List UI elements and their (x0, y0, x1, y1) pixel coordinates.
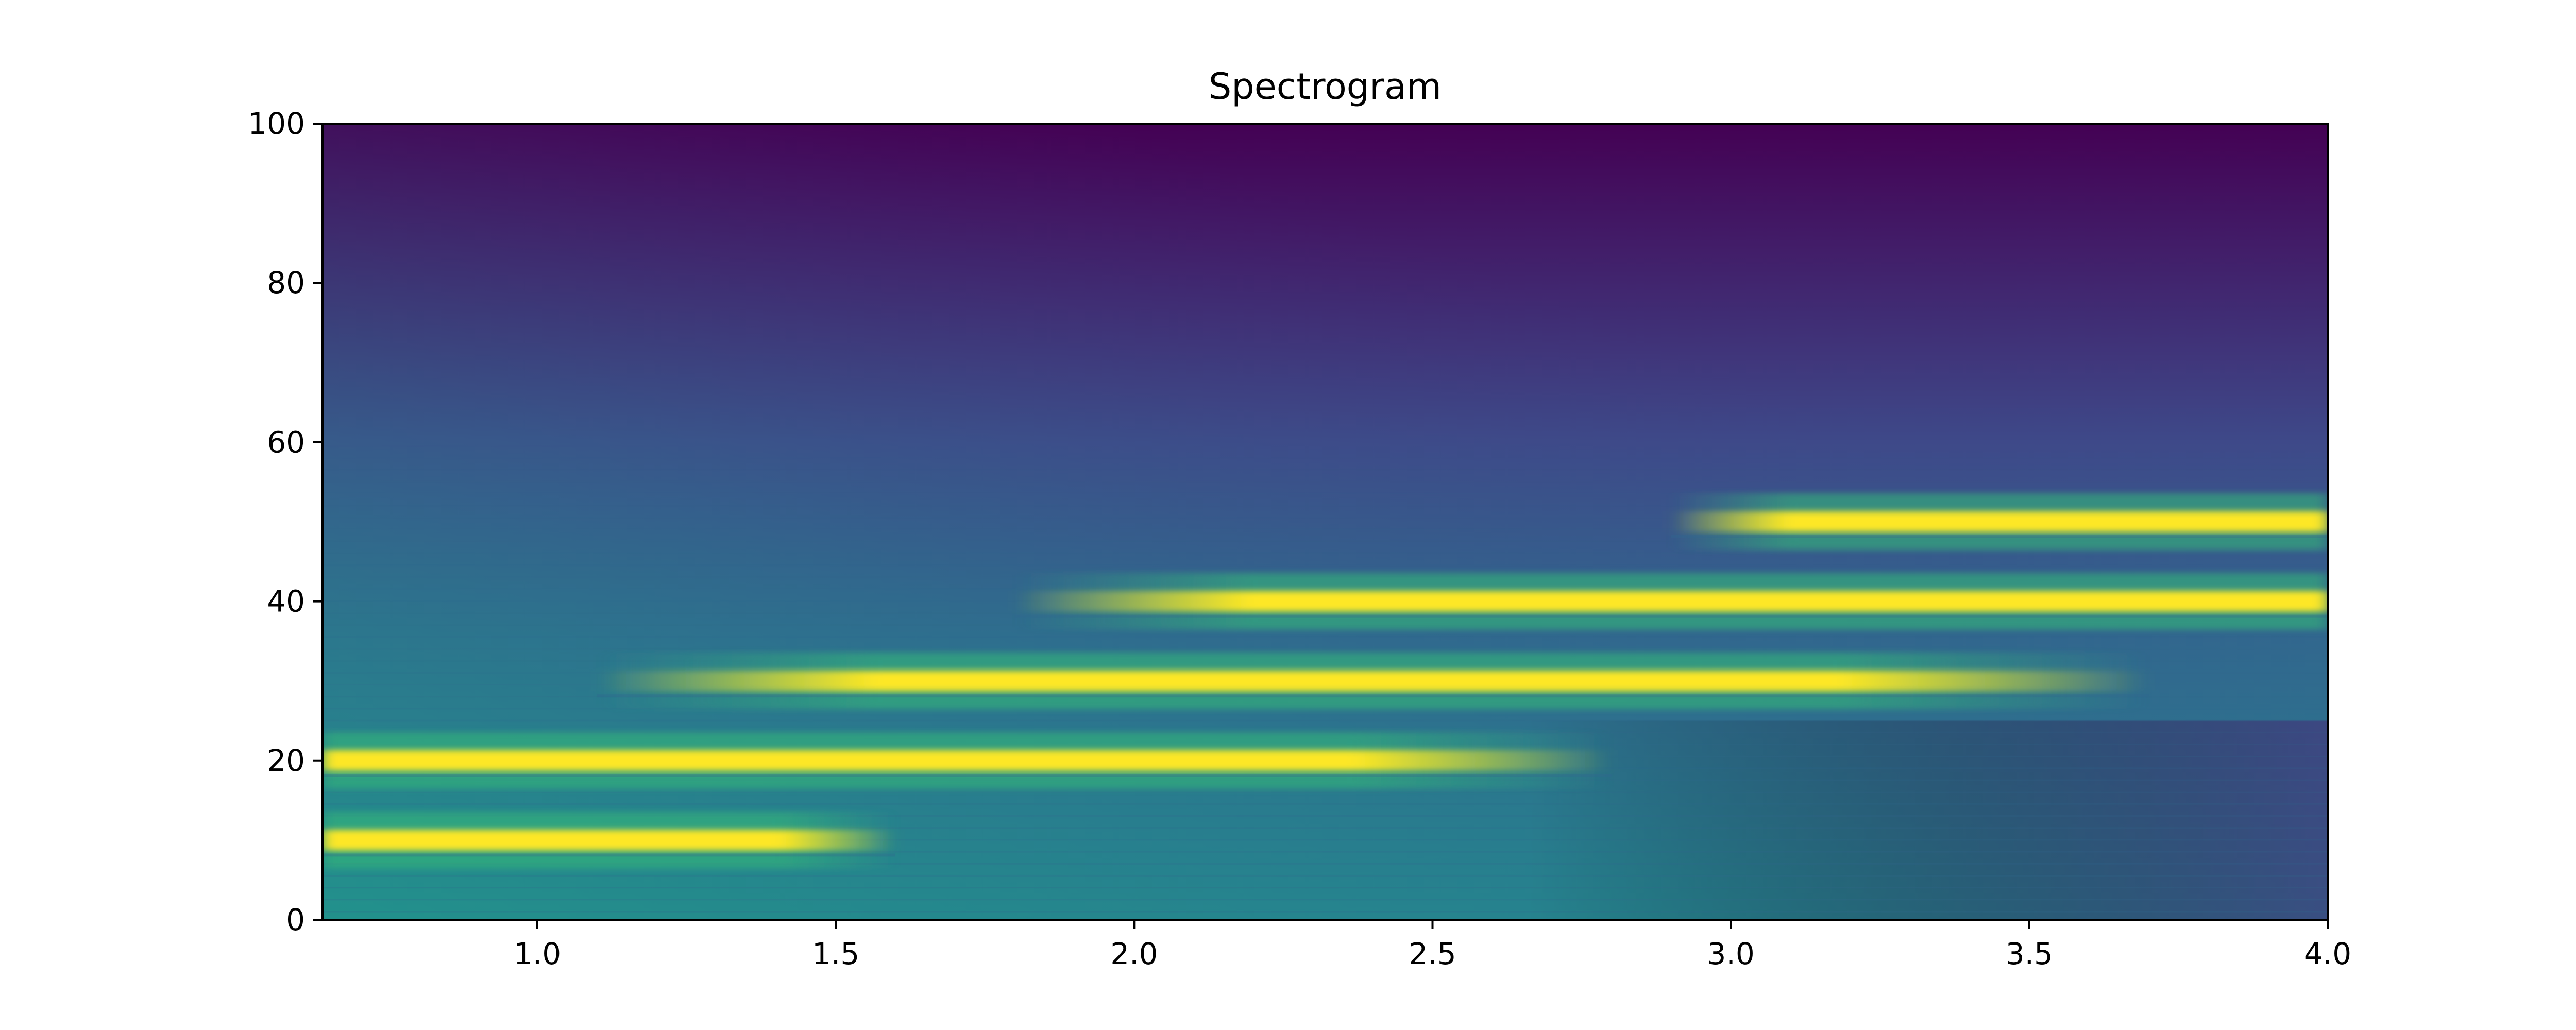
x-tick-label: 1.0 (514, 936, 561, 971)
band-core (597, 671, 2149, 692)
heatmap-striation (323, 445, 2328, 447)
heatmap-striation (323, 899, 2328, 901)
heatmap-striation (323, 803, 2328, 805)
x-tick-label: 2.0 (1110, 936, 1158, 971)
heatmap-striation (323, 911, 2328, 913)
heatmap-striation (323, 851, 2328, 853)
y-tick-label: 40 (267, 584, 305, 619)
x-tick-label: 3.5 (2006, 936, 2053, 971)
heatmap-striation (323, 517, 2328, 519)
heatmap-striation (323, 719, 2328, 722)
band-core (323, 830, 895, 851)
y-tick-label: 100 (248, 106, 305, 141)
band-dark-line (1671, 535, 2328, 538)
band-core (1014, 591, 2328, 612)
heatmap-striation (323, 815, 2328, 817)
heatmap-striation (323, 874, 2328, 877)
band-dark-line (597, 694, 2149, 698)
heatmap-area (323, 124, 2328, 920)
heatmap-striation (323, 528, 2328, 530)
y-axis: 0 20 40 60 80 100 (248, 106, 323, 937)
heatmap-striation (323, 839, 2328, 841)
heatmap-striation (323, 552, 2328, 554)
heatmap-striation (323, 636, 2328, 638)
heatmap-striation (323, 564, 2328, 566)
y-tick-label: 60 (267, 424, 305, 459)
x-tick-label: 2.5 (1409, 936, 1456, 971)
band-dark-line (1014, 614, 2328, 618)
heatmap-striation (323, 481, 2328, 483)
x-tick-label: 3.0 (1707, 936, 1755, 971)
x-tick-label: 4.0 (2304, 936, 2351, 971)
band-core (1671, 511, 2328, 532)
heatmap-striation (323, 505, 2328, 507)
heatmap-striation (323, 457, 2328, 458)
plot-frame (321, 123, 2329, 921)
band-dark-line (323, 774, 1612, 777)
heatmap-striation (323, 827, 2328, 829)
y-tick-label: 80 (267, 265, 305, 300)
heatmap-striation (323, 887, 2328, 889)
heatmap-striation (323, 469, 2328, 471)
band-core (323, 750, 1612, 771)
x-axis: 1.0 1.5 2.0 2.5 3.0 3.5 4.0 (514, 920, 2351, 971)
heatmap-striation (323, 863, 2328, 865)
y-tick-label: 0 (286, 902, 305, 937)
heatmap-striation (323, 648, 2328, 650)
heatmap-striation (323, 791, 2328, 793)
chart-title: Spectrogram (1209, 65, 1442, 108)
x-tick-label: 1.5 (812, 936, 859, 971)
y-tick-label: 20 (267, 743, 305, 778)
band-dark-line (323, 853, 895, 857)
heatmap-striation (323, 540, 2328, 542)
